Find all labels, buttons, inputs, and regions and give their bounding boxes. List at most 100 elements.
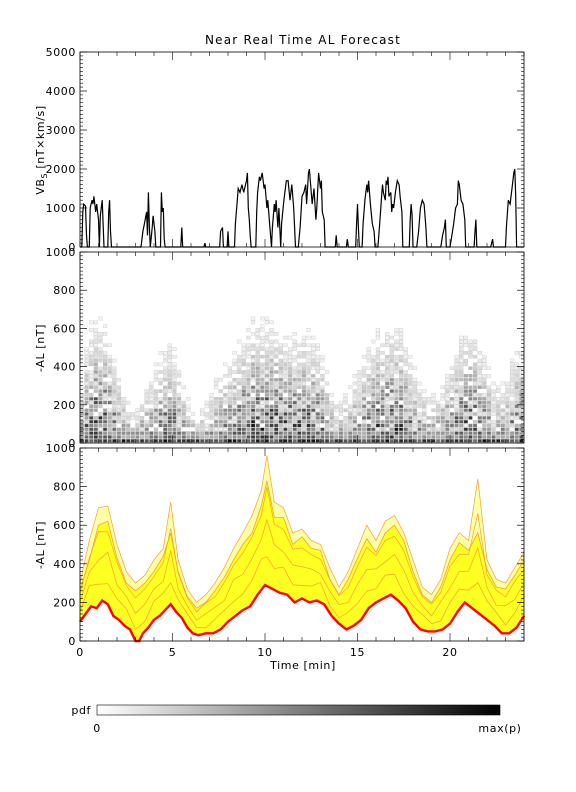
heatmap-cell (98, 416, 103, 420)
heatmap-cell (454, 370, 459, 374)
heatmap-cell (366, 404, 371, 409)
heatmap-cell (116, 419, 122, 424)
heatmap-cell (264, 358, 270, 363)
heatmap-cell (158, 389, 163, 393)
heatmap-cell (84, 431, 89, 435)
heatmap-cell (445, 381, 450, 386)
heatmap-cell (486, 412, 492, 416)
heatmap-cell (385, 397, 390, 401)
heatmap-cell (348, 435, 353, 439)
heatmap-cell (227, 370, 233, 374)
heatmap-cell (375, 419, 381, 424)
heatmap-cell (463, 404, 468, 409)
heatmap-cell (371, 366, 376, 370)
heatmap-cell (417, 400, 422, 405)
heatmap-cell (375, 431, 381, 435)
heatmap-cell (375, 377, 381, 382)
heatmap-cell (371, 358, 376, 363)
heatmap-cell (218, 427, 223, 432)
heatmap-cell (269, 385, 274, 390)
heatmap-cell (417, 389, 422, 393)
heatmap-cell (311, 431, 316, 435)
plot-frame (79, 51, 525, 248)
heatmap-cell (361, 397, 367, 401)
heatmap-cell (246, 335, 251, 340)
heatmap-cell (380, 362, 385, 367)
heatmap-cell (380, 439, 385, 443)
heatmap-cell (491, 419, 496, 424)
heatmap-cell (320, 374, 325, 378)
heatmap-cell (519, 400, 524, 405)
heatmap-cell (371, 408, 376, 412)
heatmap-cell (274, 423, 279, 428)
heatmap-cell (102, 431, 108, 435)
heatmap-cell (385, 339, 390, 344)
heatmap-cell (375, 328, 381, 332)
heatmap-cell (463, 335, 468, 340)
heatmap-cell (223, 385, 228, 390)
heatmap-cell (153, 412, 159, 416)
heatmap-cell (163, 423, 168, 428)
heatmap-cell (324, 439, 330, 443)
heatmap-cell (250, 366, 256, 370)
heatmap-cell (357, 381, 362, 386)
heatmap-cell (172, 397, 177, 401)
heatmap-cell (204, 427, 209, 432)
heatmap-cell (278, 439, 283, 443)
heatmap-cell (204, 400, 209, 405)
heatmap-cell (274, 435, 279, 439)
heatmap-cell (278, 366, 283, 370)
heatmap-cell (98, 354, 103, 359)
heatmap-cell (389, 397, 394, 401)
heatmap-cell (459, 335, 464, 340)
heatmap-cell (107, 400, 112, 405)
heatmap-cell (459, 439, 464, 443)
heatmap-cell (398, 423, 404, 428)
y-tick-label: 600 (53, 519, 76, 532)
heatmap-cell (468, 400, 473, 405)
heatmap-cell (255, 404, 260, 409)
heatmap-cell (98, 423, 103, 428)
heatmap-cell (98, 400, 103, 405)
heatmap-cell (209, 400, 214, 405)
heatmap-cell (509, 366, 515, 370)
heatmap-cell (218, 439, 223, 443)
heatmap-cell (431, 423, 436, 428)
heatmap-cell (334, 423, 339, 428)
heatmap-cell (250, 416, 256, 420)
heatmap-cell (297, 393, 302, 397)
heatmap-cells (79, 316, 524, 443)
heatmap-cell (514, 416, 519, 420)
heatmap-cell (84, 354, 89, 359)
heatmap-cell (89, 343, 94, 348)
heatmap-cell (287, 389, 293, 393)
heatmap-cell (301, 374, 307, 378)
heatmap-cell (482, 358, 487, 363)
heatmap-cell (449, 366, 455, 370)
heatmap-cell (301, 393, 307, 397)
heatmap-cell (102, 389, 108, 393)
heatmap-cell (89, 412, 94, 416)
heatmap-cell (375, 374, 381, 378)
heatmap-cell (287, 400, 293, 405)
heatmap-cell (357, 408, 362, 412)
heatmap-cell (255, 419, 260, 424)
heatmap-cell (394, 339, 399, 344)
heatmap-cell (287, 412, 293, 416)
heatmap-cell (454, 427, 459, 432)
heatmap-cell (380, 393, 385, 397)
heatmap-cell (500, 439, 505, 443)
heatmap-cell (84, 358, 89, 363)
y-tick-label: 200 (53, 399, 76, 412)
heatmap-cell (394, 354, 399, 359)
heatmap-cell (311, 362, 316, 367)
heatmap-cell (454, 374, 459, 378)
heatmap-cell (311, 358, 316, 363)
heatmap-cell (348, 404, 353, 409)
heatmap-cell (468, 423, 473, 428)
heatmap-cell (366, 381, 371, 386)
heatmap-cell (232, 381, 237, 386)
heatmap-cell (403, 377, 408, 382)
heatmap-cell (472, 423, 478, 428)
heatmap-cell (292, 408, 297, 412)
